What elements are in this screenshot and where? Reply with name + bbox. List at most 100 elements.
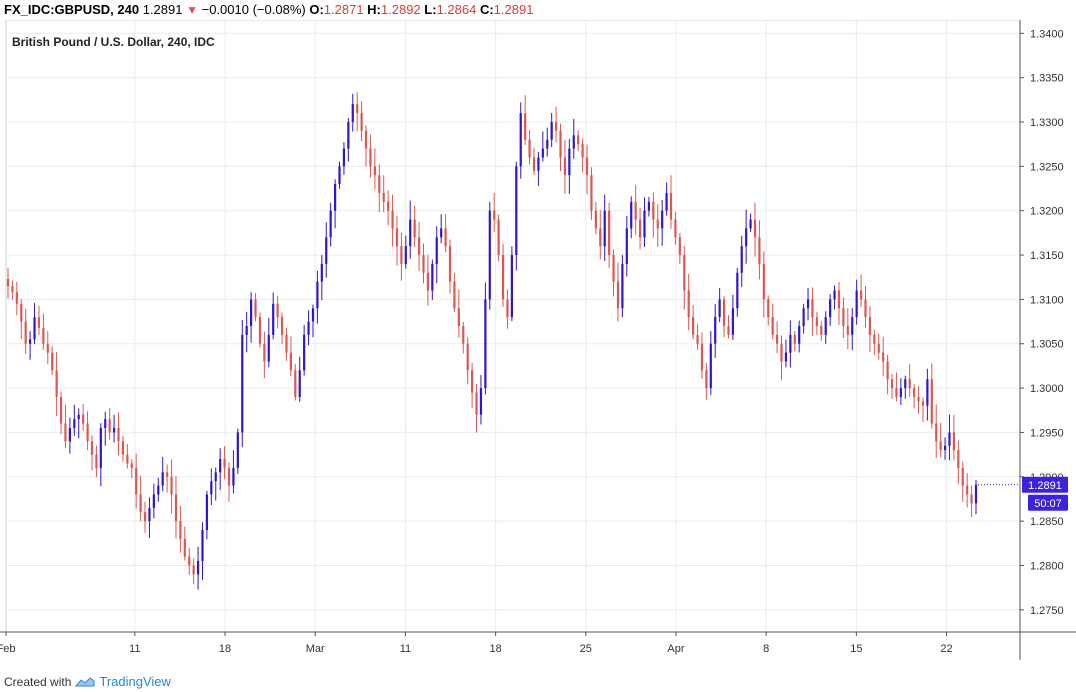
candle-body — [497, 219, 500, 256]
time-tick-label: 22 — [940, 643, 952, 655]
price-tick-label: 1.3050 — [1030, 339, 1064, 351]
candle-body — [24, 321, 27, 344]
candle-body — [448, 246, 452, 282]
countdown-badge-text: 50:07 — [1034, 498, 1062, 510]
candle-body — [33, 317, 36, 340]
candle-body — [652, 201, 655, 220]
price-chart[interactable]: British Pound / U.S. Dollar, 240, IDC 1.… — [0, 20, 1076, 660]
candle-body — [431, 263, 434, 291]
candle-body — [939, 441, 942, 451]
time-tick-label: 8 — [763, 643, 769, 655]
price-tick-label: 1.2750 — [1030, 605, 1064, 617]
candle-body — [577, 135, 580, 145]
high-value: 1.2892 — [380, 2, 421, 17]
candle-body — [130, 463, 133, 468]
tradingview-logo-icon — [75, 676, 95, 686]
candle-body — [493, 210, 496, 220]
candle-body — [413, 219, 416, 238]
plot-frame — [5, 20, 1021, 633]
candle-body — [966, 485, 969, 495]
candle-body — [541, 148, 544, 158]
candle-body — [227, 467, 231, 486]
price-tick-label: 1.3300 — [1030, 117, 1064, 129]
candle-body — [727, 326, 730, 335]
symbol-header: FX_IDC:GBPUSD, 240 1.2891 ▼ −0.0010 (−0.… — [4, 2, 533, 20]
candle-body — [745, 228, 748, 247]
candle-body — [506, 299, 509, 318]
candle-body — [338, 166, 341, 185]
candle-body — [895, 388, 898, 397]
time-tick-label: Mar — [306, 643, 325, 655]
candle-body — [258, 317, 262, 344]
time-tick-label: 11 — [129, 643, 140, 655]
candle-body — [890, 379, 894, 389]
candle-body — [948, 432, 951, 446]
candle-body — [736, 272, 739, 309]
candle-body — [594, 210, 597, 229]
candle-body — [276, 303, 279, 318]
candle-body — [740, 246, 743, 273]
candle-body — [820, 326, 823, 335]
last-price: 1.2891 — [142, 2, 183, 17]
candle-body — [877, 343, 880, 353]
candle-body — [851, 317, 854, 335]
candle-body — [440, 228, 443, 238]
candle-body — [585, 157, 589, 176]
price-tick-label: 1.3350 — [1030, 73, 1064, 85]
candle-body — [435, 237, 438, 264]
candle-body — [82, 414, 85, 424]
candle-body — [647, 201, 651, 211]
candle-body — [855, 290, 858, 318]
candle-body — [908, 379, 911, 389]
candle-body — [714, 317, 717, 344]
candle-body — [263, 343, 266, 362]
candle-body — [917, 396, 920, 402]
candle-body — [484, 299, 487, 389]
candle-body — [970, 494, 973, 504]
candle-body — [307, 321, 310, 335]
candle-body — [674, 219, 677, 238]
candle-body — [683, 255, 686, 291]
candle-body — [572, 135, 575, 149]
candle-body — [333, 184, 337, 211]
candle-body — [404, 246, 407, 264]
candle-body — [705, 370, 708, 389]
candle-body — [241, 334, 244, 433]
candle-body — [188, 556, 191, 566]
candle-body — [152, 494, 155, 508]
candle-body — [762, 263, 765, 300]
candle-body — [833, 290, 836, 300]
candle-body — [174, 494, 178, 522]
time-tick-label: 25 — [580, 643, 592, 655]
tradingview-brand[interactable]: TradingView — [99, 674, 171, 689]
time-axis[interactable]: Feb 11 18 Mar 11 18 25 Apr 8 15 22 — [0, 632, 953, 655]
candle-body — [64, 423, 67, 442]
candle-body — [210, 481, 213, 495]
low-value: 1.2864 — [436, 2, 477, 17]
candle-body — [223, 459, 226, 468]
candle-body — [479, 388, 483, 415]
price-axis[interactable]: 1.27501.28001.28501.29001.29501.30001.30… — [1020, 28, 1064, 617]
price-tick-label: 1.3400 — [1030, 28, 1064, 40]
candle-body — [117, 428, 120, 442]
symbol-label[interactable]: FX_IDC:GBPUSD, 240 — [4, 2, 140, 17]
price-tick-label: 1.3000 — [1030, 383, 1064, 395]
price-change: −0.0010 (−0.08%) — [201, 2, 306, 17]
candle-body — [475, 392, 478, 415]
chart-title: British Pound / U.S. Dollar, 240, IDC — [12, 35, 215, 49]
candle-body — [15, 292, 18, 304]
candle-body — [369, 148, 372, 167]
footer: Created with TradingView — [4, 674, 171, 689]
candle-body — [554, 122, 558, 131]
candle-body — [86, 423, 89, 442]
candle-body — [6, 278, 10, 287]
price-tick-label: 1.2800 — [1030, 560, 1064, 572]
candle-body — [457, 308, 460, 326]
candle-body — [846, 326, 849, 335]
candle-body — [73, 419, 76, 428]
candle-body — [974, 484, 978, 504]
candle-body — [837, 290, 841, 309]
candle-body — [608, 210, 611, 256]
candle-body — [20, 303, 23, 322]
candle-body — [599, 228, 602, 247]
